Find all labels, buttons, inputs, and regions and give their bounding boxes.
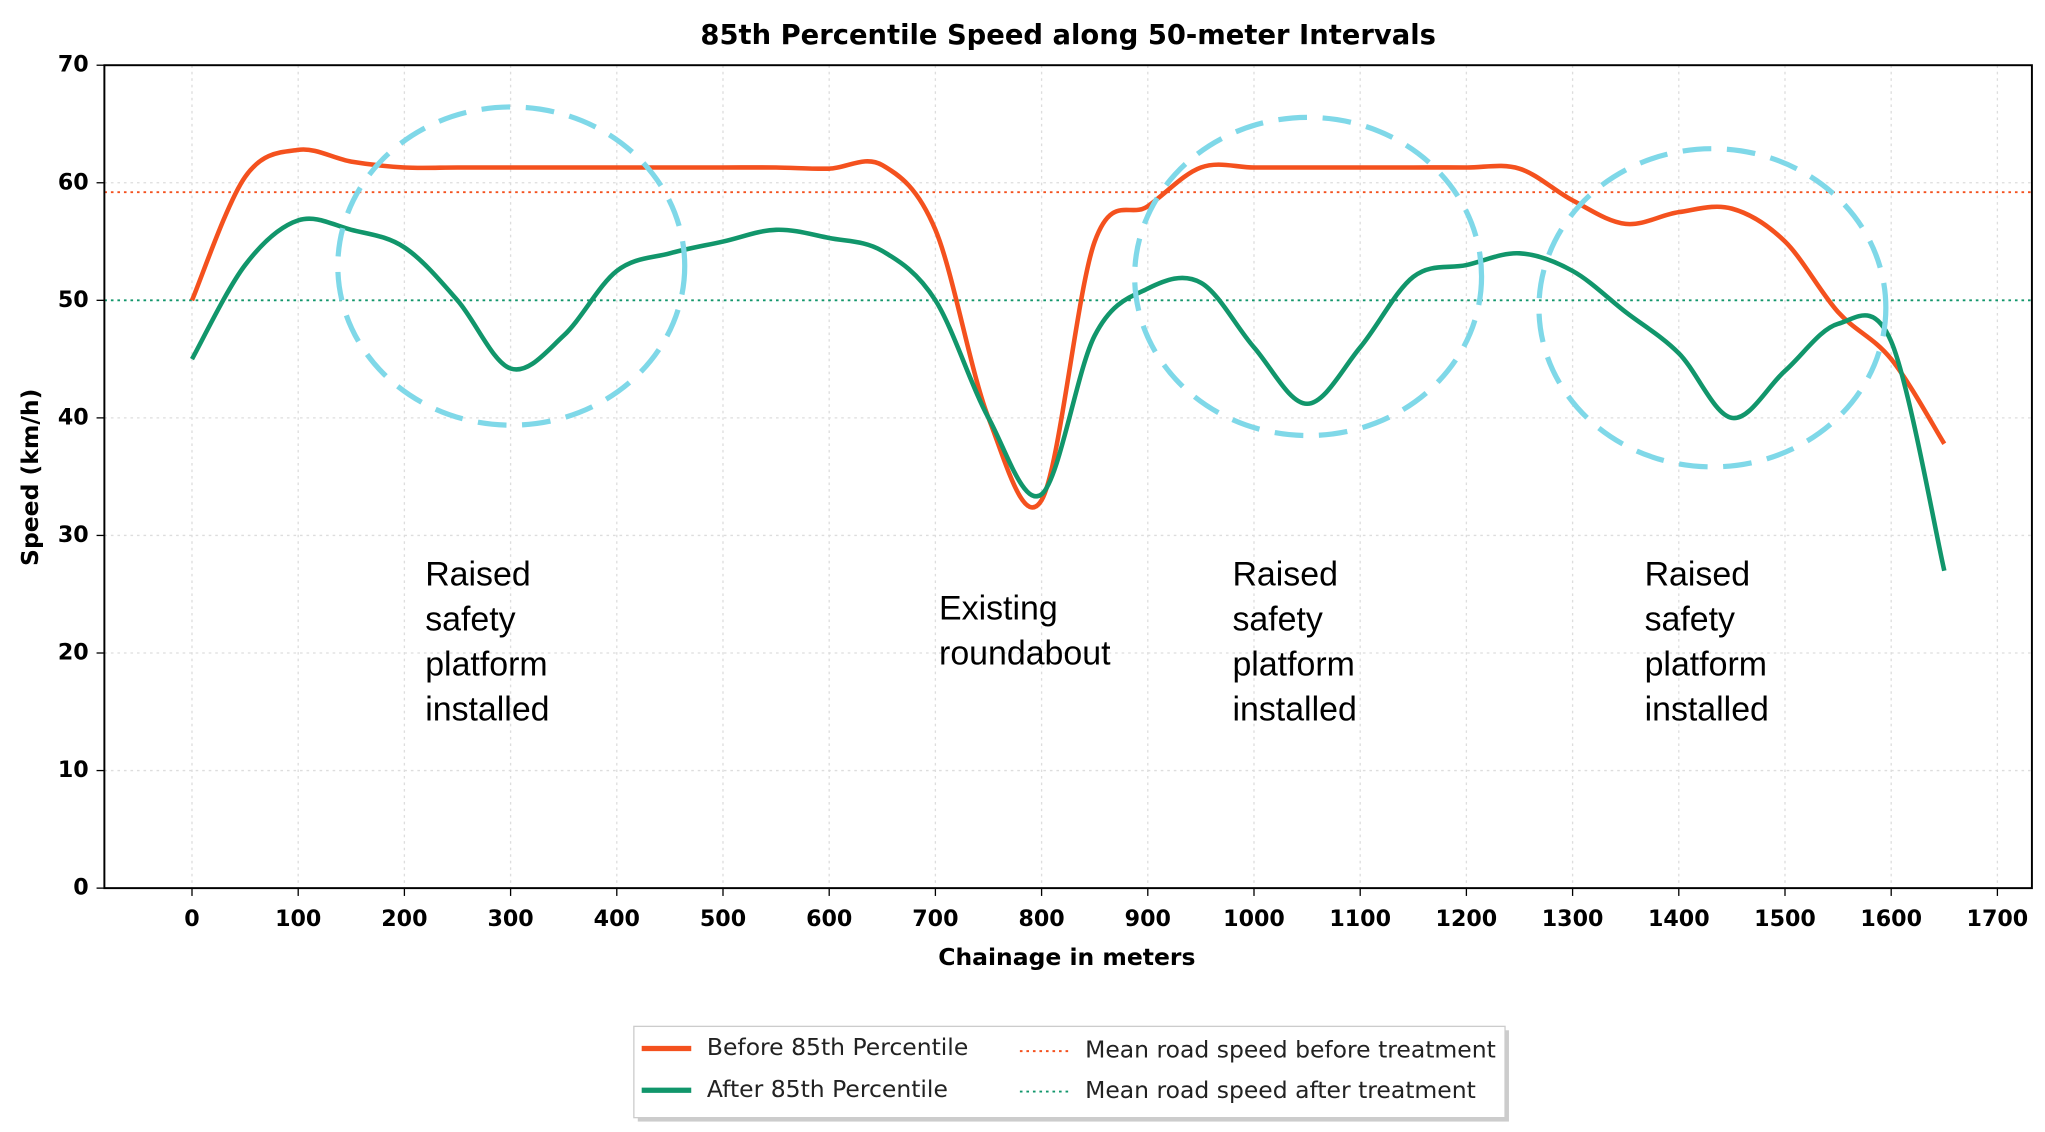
annotation: installed xyxy=(425,690,549,728)
series-line xyxy=(189,147,1947,510)
x-tick-label: 1500 xyxy=(1754,906,1816,932)
annotation: safety xyxy=(425,600,515,638)
x-tick-label: 1100 xyxy=(1329,906,1391,932)
chart-title: 85th Percentile Speed along 50-meter Int… xyxy=(700,20,1435,51)
annotation: Existing xyxy=(939,589,1058,627)
y-tick-label: 0 xyxy=(73,875,88,901)
x-tick-label: 1200 xyxy=(1436,906,1498,932)
x-tick-label: 1400 xyxy=(1648,906,1710,932)
annotation: Raised xyxy=(425,555,531,593)
x-tick-label: 800 xyxy=(1018,906,1064,932)
x-tick-label: 500 xyxy=(700,906,746,932)
annotation: Raised xyxy=(1232,555,1338,593)
x-tick-label: 700 xyxy=(912,906,958,932)
annotation: roundabout xyxy=(939,634,1111,672)
y-tick-label: 20 xyxy=(58,640,89,666)
annotation: safety xyxy=(1645,600,1735,638)
y-tick-label: 50 xyxy=(58,287,89,313)
annotation: platform xyxy=(1232,645,1354,683)
annotation: platform xyxy=(1645,645,1767,683)
x-tick-label: 400 xyxy=(594,906,640,932)
x-tick-label: 0 xyxy=(184,906,199,932)
x-tick-label: 900 xyxy=(1125,906,1171,932)
annotation: installed xyxy=(1232,690,1356,728)
x-tick-label: 1700 xyxy=(1967,906,2029,932)
highlight-circle xyxy=(335,104,688,428)
x-tick-label: 100 xyxy=(275,906,321,932)
annotation: safety xyxy=(1232,600,1322,638)
x-tick-label: 1000 xyxy=(1223,906,1285,932)
annotation: installed xyxy=(1645,690,1769,728)
legend-label: After 85th Percentile xyxy=(707,1075,948,1103)
y-tick-label: 60 xyxy=(58,169,89,195)
x-axis-label: Chainage in meters xyxy=(938,943,1195,971)
y-tick-label: 70 xyxy=(58,52,89,78)
y-tick-label: 10 xyxy=(58,757,89,783)
y-tick-label: 30 xyxy=(58,522,89,548)
legend-label: Mean road speed before treatment xyxy=(1085,1036,1496,1064)
legend-label: Mean road speed after treatment xyxy=(1085,1076,1476,1104)
plot-frame xyxy=(103,64,2033,890)
series-line xyxy=(190,216,1947,572)
y-axis-label: Speed (km/h) xyxy=(16,389,44,566)
x-tick-label: 300 xyxy=(487,906,533,932)
legend xyxy=(633,1025,1506,1119)
highlight-circle xyxy=(1132,114,1485,439)
grid xyxy=(104,64,2032,889)
highlight-circle xyxy=(1536,146,1889,470)
x-tick-label: 1300 xyxy=(1542,906,1604,932)
legend-label: Before 85th Percentile xyxy=(707,1033,968,1061)
y-tick-label: 40 xyxy=(58,404,89,430)
x-tick-label: 1600 xyxy=(1860,906,1922,932)
plot xyxy=(104,147,2032,572)
x-tick-label: 600 xyxy=(806,906,852,932)
annotation: Raised xyxy=(1645,555,1751,593)
x-tick-label: 200 xyxy=(381,906,427,932)
annotation: platform xyxy=(425,645,547,683)
